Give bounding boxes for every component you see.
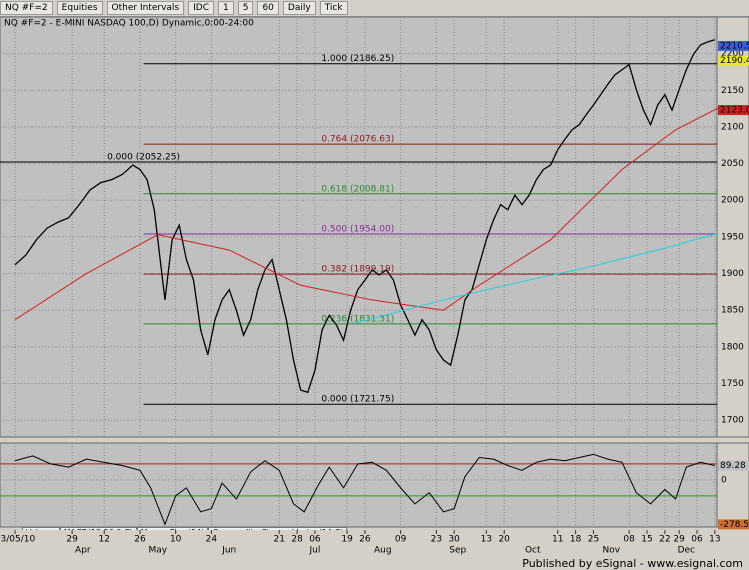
y-tick-label: 0 bbox=[721, 475, 727, 485]
plot-area bbox=[0, 17, 718, 438]
x-tick-label: 11 bbox=[552, 535, 563, 545]
x-tick-label: 23 bbox=[431, 535, 442, 545]
toolbar-button[interactable]: Equities bbox=[56, 1, 103, 15]
price-marker-label: 2190.41 bbox=[720, 56, 749, 66]
y-tick-label: 1850 bbox=[721, 306, 744, 316]
price-axis bbox=[716, 17, 749, 438]
toolbar-button[interactable]: Daily bbox=[282, 1, 316, 15]
price-marker bbox=[718, 40, 749, 51]
x-tick-label: 22 bbox=[659, 535, 670, 545]
x-month-label: Apr bbox=[75, 546, 91, 556]
x-tick-label: 24 bbox=[206, 535, 218, 545]
x-tick-label: 30 bbox=[448, 535, 460, 545]
toolbar: NQ #F=2 Equities Other Intervals IDC 1 5 60 Dai… bbox=[0, 0, 749, 17]
x-tick-label: 20 bbox=[498, 535, 510, 545]
price-marker-label: -278.52 bbox=[720, 520, 749, 530]
series-line bbox=[14, 107, 719, 321]
y-tick-label: 1950 bbox=[721, 232, 744, 242]
y-tick-label: 1750 bbox=[721, 379, 744, 389]
fib-level-label: 0.500 (1954.00) bbox=[321, 224, 394, 234]
x-tick-label: 06 bbox=[309, 535, 321, 545]
x-tick-label: 13 bbox=[481, 535, 492, 545]
x-tick-label: 03/05/10 bbox=[0, 535, 35, 545]
x-month-label: May bbox=[149, 546, 168, 556]
x-tick-label: 08 bbox=[623, 535, 635, 545]
price-marker bbox=[718, 105, 749, 116]
y-tick-label: 2100 bbox=[721, 122, 744, 132]
x-tick-label: 10 bbox=[170, 535, 182, 545]
x-month-label: Aug bbox=[374, 546, 392, 556]
x-tick-label: 18 bbox=[570, 535, 582, 545]
chart-title: NQ #F=2 - E-MINI NASDAQ 100,D) Dynamic,0… bbox=[4, 19, 254, 29]
fib-level-label: 1.000 (2186.25) bbox=[321, 54, 394, 64]
y-tick-label: 2150 bbox=[721, 86, 744, 96]
toolbar-button[interactable]: 5 bbox=[237, 1, 254, 15]
x-month-label: Jun bbox=[221, 546, 236, 556]
price-marker-label: 2123.04 bbox=[720, 106, 749, 116]
x-tick-label: 26 bbox=[134, 535, 146, 545]
x-tick-label: 26 bbox=[359, 535, 371, 545]
x-tick-label: 21 bbox=[274, 535, 285, 545]
x-month-label: Oct bbox=[525, 546, 541, 556]
footer: Published by eSignal - www.esignal.com bbox=[522, 557, 743, 570]
toolbar-button[interactable]: Other Intervals bbox=[106, 1, 185, 15]
fib-level-label: 0.382 (1899.19) bbox=[321, 265, 394, 275]
y-tick-label: 1800 bbox=[721, 342, 744, 352]
toolbar-button[interactable]: 60 bbox=[257, 1, 279, 15]
x-tick-label: 29 bbox=[66, 535, 78, 545]
chart: 1700 1750 1800 1850 1900 1950 2000 2050 2100 2150… bbox=[0, 17, 749, 530]
toolbar-button[interactable]: Tick bbox=[319, 1, 348, 15]
x-month-label: Sep bbox=[449, 546, 466, 556]
x-tick-label: 09 bbox=[395, 535, 407, 545]
x-tick-label: 29 bbox=[673, 535, 685, 545]
y-tick-label: 1700 bbox=[721, 416, 744, 426]
x-month-label: Nov bbox=[603, 546, 621, 556]
fib-level-label: 0.000 (2052.25) bbox=[107, 152, 180, 162]
series-line bbox=[14, 39, 716, 394]
x-tick-label: 28 bbox=[291, 535, 303, 545]
x-tick-label: 25 bbox=[588, 535, 599, 545]
fib-level-label: 0.000 (1721.75) bbox=[321, 395, 394, 405]
price-marker bbox=[718, 519, 749, 530]
fib-level-label: 0.764 (2076.63) bbox=[321, 135, 394, 145]
x-month-label: Dec bbox=[678, 546, 695, 556]
y-tick-label: 1900 bbox=[721, 269, 744, 279]
x-tick-label: 13 bbox=[709, 535, 720, 545]
x-tick-label: 06 bbox=[691, 535, 703, 545]
x-tick-label: 15 bbox=[641, 535, 652, 545]
x-month-label: Jul bbox=[309, 546, 321, 556]
toolbar-button[interactable]: NQ #F=2 bbox=[0, 1, 53, 15]
price-axis bbox=[716, 442, 749, 528]
axis-bg bbox=[0, 530, 749, 557]
price-marker bbox=[718, 55, 749, 66]
plot-area bbox=[0, 442, 718, 528]
price-marker-label: 89.28 bbox=[720, 461, 746, 471]
toolbar-button[interactable]: IDC bbox=[188, 1, 214, 15]
toolbar-button[interactable]: 1 bbox=[217, 1, 234, 15]
price-marker-label: 2210.50 bbox=[720, 41, 749, 51]
fib-level-label: 0.618 (2008.81) bbox=[321, 184, 394, 194]
y-tick-label: 2050 bbox=[721, 159, 744, 169]
x-tick-label: 12 bbox=[99, 535, 110, 545]
price-marker bbox=[718, 460, 749, 471]
date-axis: 03/05/10 29 12 26 10 24 21 28 06 19 26 09 23 30 13 20 11… bbox=[0, 530, 749, 557]
series-line bbox=[14, 453, 715, 526]
fib-level-label: 0.236 (1831.31) bbox=[321, 314, 394, 324]
y-tick-label: 2000 bbox=[721, 196, 744, 206]
x-tick-label: 19 bbox=[341, 535, 353, 545]
y-tick-label: 2200 bbox=[721, 49, 744, 59]
series-line bbox=[354, 232, 719, 324]
